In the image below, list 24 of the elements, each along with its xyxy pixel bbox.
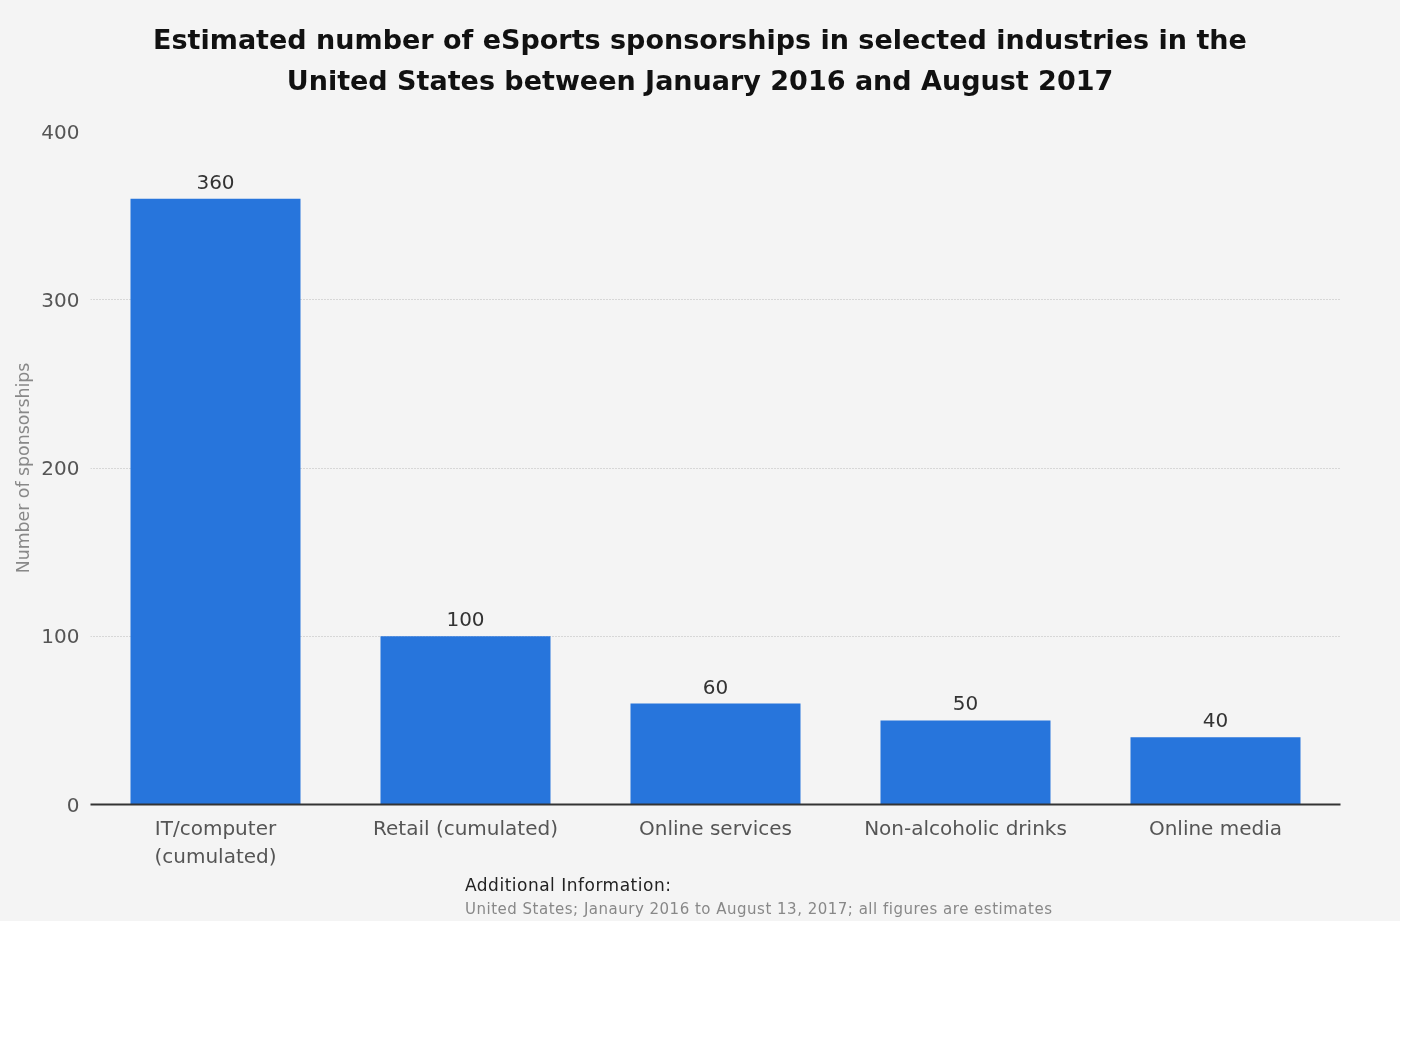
chart-title: Estimated number of eSports sponsorships in selected industries in the United States between January 2016 and August 2017: [152, 23, 1248, 98]
x-tick-label: Non-alcoholic drinks: [864, 815, 1067, 840]
x-tick-label: Online services: [639, 815, 792, 840]
y-tick-label: 400: [41, 119, 80, 144]
data-label: 40: [1202, 708, 1229, 733]
bar: [130, 198, 301, 805]
bar: [630, 703, 801, 805]
text: Additional Information:: [465, 874, 672, 897]
x-tick-label: Online media: [1148, 815, 1283, 840]
data-label: 50: [952, 691, 979, 716]
y-tick-label: 0: [66, 792, 80, 817]
data-label: 100: [446, 607, 485, 632]
y-tick-label: 100: [41, 624, 80, 649]
y-axis-title: Number of sponsorships: [13, 362, 34, 574]
data-label: 60: [702, 674, 729, 699]
text: United States; Janaury 2016 to August 13, 2017; all figures are estimates: [465, 899, 1053, 921]
x-tick-label: IT/computer (cumulated): [154, 815, 277, 869]
y-tick-label: 300: [41, 287, 80, 312]
data-label: 360: [196, 169, 235, 194]
x-tick-label: Retail (cumulated): [373, 815, 558, 840]
bar: [880, 720, 1051, 805]
bar: [1130, 737, 1301, 805]
bar: [380, 636, 551, 805]
y-tick-label: 200: [41, 456, 80, 480]
